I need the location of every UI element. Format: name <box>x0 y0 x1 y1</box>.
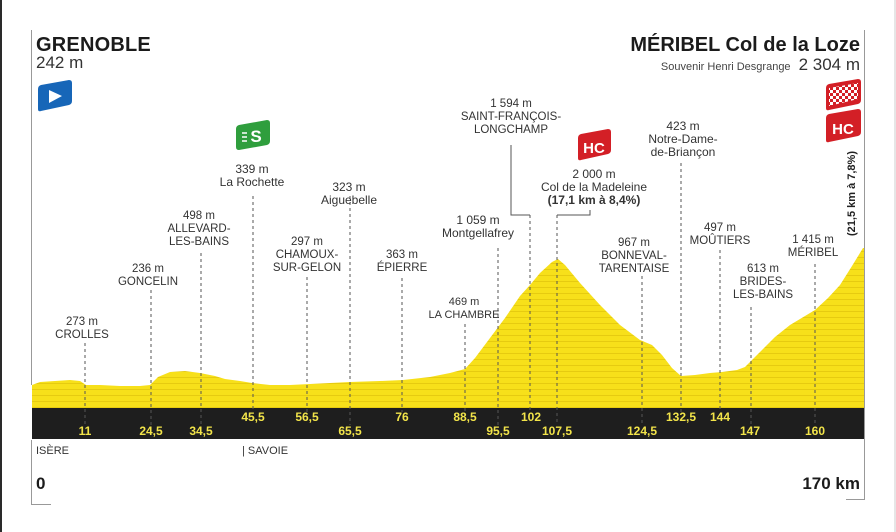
finish-line <box>864 30 865 440</box>
distance-start: 0 <box>36 474 46 493</box>
svg-text:S: S <box>250 127 261 146</box>
km-label: 144 <box>709 410 731 424</box>
sprint-icon: S <box>236 120 270 150</box>
axis-bar <box>32 408 864 439</box>
frame-border-left <box>0 0 2 532</box>
km-label: 160 <box>804 424 826 438</box>
km-label: 56,5 <box>295 410 319 424</box>
km-label: 45,5 <box>241 410 265 424</box>
point-label-la-chambre: 469 m LA CHAMBRE <box>428 296 500 321</box>
point-label-chamoux: 297 m CHAMOUX- SUR-GELON <box>272 236 342 274</box>
svg-text:HC: HC <box>583 140 605 157</box>
profile-area <box>32 248 864 408</box>
distance-end: 170 km <box>802 474 860 493</box>
hc-climb-icon-madeleine: HC <box>578 129 611 161</box>
region-savoie: | SAVOIE <box>242 445 289 457</box>
point-label-crolles: 273 m CROLLES <box>55 316 109 341</box>
km-label: 34,5 <box>189 424 213 438</box>
point-label-saint-francois: 1 594 m SAINT-FRANÇOIS- LONGCHAMP <box>460 98 562 136</box>
finish-altitude: 2 304 m <box>798 55 860 74</box>
bracket <box>31 504 51 505</box>
bracket <box>864 440 865 500</box>
frame-border-right <box>894 0 896 532</box>
souvenir-label: Souvenir Henri Desgrange <box>660 61 791 73</box>
bracket <box>31 440 32 505</box>
km-label: 65,5 <box>338 424 362 438</box>
point-label-montgellafrey: 1 059 m Montgellafrey <box>441 213 515 240</box>
point-label-la-rochette: 339 m La Rochette <box>219 162 285 189</box>
point-label-meribel: 1 415 m MÉRIBEL <box>787 234 839 259</box>
km-label: 124,5 <box>626 424 658 438</box>
point-label-epierre: 363 m ÉPIERRE <box>376 249 428 274</box>
km-label: 102 <box>520 410 542 424</box>
km-label: 95,5 <box>486 424 510 438</box>
finish-subtitle-row: Souvenir Henri Desgrange 2 304 m <box>661 55 860 75</box>
point-label-goncelin: 236 m GONCELIN <box>117 263 179 288</box>
point-label-bonneval: 967 m BONNEVAL- TARENTAISE <box>598 237 670 275</box>
region-isere: ISÈRE <box>36 445 70 457</box>
point-label-allevard: 498 m ALLEVARD- LES-BAINS <box>167 210 231 248</box>
km-label: 107,5 <box>541 424 573 438</box>
marker-lines <box>84 163 816 425</box>
km-label: 132,5 <box>665 410 697 424</box>
km-label: 88,5 <box>453 410 477 424</box>
bracket <box>846 499 865 500</box>
point-label-moutiers: 497 m MOÛTIERS <box>689 222 751 247</box>
point-label-brides: 613 m BRIDES- LES-BAINS <box>732 263 794 301</box>
start-town: GRENOBLE <box>36 34 151 56</box>
connector-lines <box>510 145 591 216</box>
km-label: 76 <box>395 410 409 424</box>
hc-climb-icon-loze: HC <box>826 109 861 143</box>
point-label-notre-dame: 423 m Notre-Dame-de-Briançon <box>648 119 718 159</box>
final-climb-note: (21,5 km à 7,8%) <box>846 151 858 236</box>
km-label: 24,5 <box>139 424 163 438</box>
km-label: 147 <box>739 424 761 438</box>
start-line <box>31 30 32 385</box>
km-label: 11 <box>78 424 92 438</box>
svg-text:HC: HC <box>832 121 854 138</box>
point-label-col-de-la-madeleine: 2 000 m Col de la Madeleine (17,1 km à 8,4… <box>540 167 648 207</box>
point-label-aiguebelle: 323 m Aiguebelle <box>320 180 378 207</box>
finish-town: MÉRIBEL Col de la Loze <box>630 34 860 56</box>
finish-flag-icon <box>826 79 861 111</box>
start-flag-icon <box>38 80 72 112</box>
start-altitude: 242 m <box>36 53 84 72</box>
